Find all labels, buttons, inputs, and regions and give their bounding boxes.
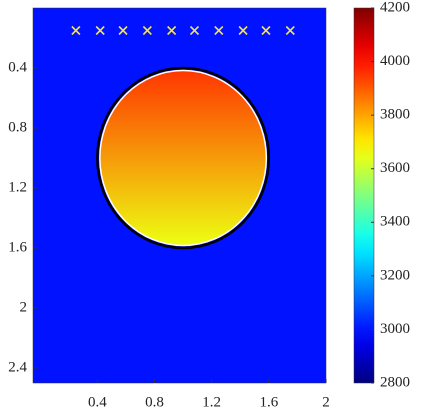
x-tick-label: 0.4 bbox=[88, 394, 107, 410]
y-tick-label: 1.2 bbox=[8, 179, 27, 195]
marker bbox=[118, 25, 128, 36]
x-tick-label: 1.2 bbox=[202, 394, 221, 410]
y-tick-label: 0.8 bbox=[8, 119, 27, 135]
colorbar-tick-label: 4000 bbox=[380, 53, 410, 69]
marker bbox=[189, 25, 200, 36]
marker bbox=[95, 25, 105, 36]
colorbar-tick-label: 2800 bbox=[380, 374, 410, 390]
colorbar-tick-label: 3200 bbox=[380, 267, 410, 283]
y-tick-label: 2.4 bbox=[8, 359, 27, 375]
marker bbox=[238, 25, 248, 36]
marker bbox=[285, 25, 295, 36]
circle-outline bbox=[96, 66, 271, 250]
marker bbox=[261, 25, 271, 36]
y-tick-label: 2 bbox=[20, 299, 28, 315]
colorbar-tick-label: 3800 bbox=[380, 107, 410, 123]
colorbar-tick-label: 3400 bbox=[380, 214, 410, 230]
plot-frame bbox=[32, 7, 327, 384]
marker bbox=[214, 25, 224, 36]
marker bbox=[142, 25, 152, 36]
x-tick-label: 2 bbox=[322, 394, 330, 410]
x-tick-label: 1.6 bbox=[259, 394, 278, 410]
colorbar-tick-label: 4200 bbox=[380, 0, 410, 15]
y-tick-label: 0.4 bbox=[8, 59, 27, 75]
x-tick-label: 0.8 bbox=[145, 394, 164, 410]
circle-inner bbox=[99, 69, 268, 247]
y-tick-label: 1.6 bbox=[8, 239, 27, 255]
colorbar-tick-label: 3000 bbox=[380, 321, 410, 337]
inclusion-field bbox=[99, 70, 267, 246]
plot-area bbox=[33, 8, 326, 383]
marker bbox=[167, 25, 177, 36]
colorbar-tick-label: 3600 bbox=[380, 160, 410, 176]
marker bbox=[71, 25, 81, 36]
colorbar bbox=[353, 7, 375, 384]
